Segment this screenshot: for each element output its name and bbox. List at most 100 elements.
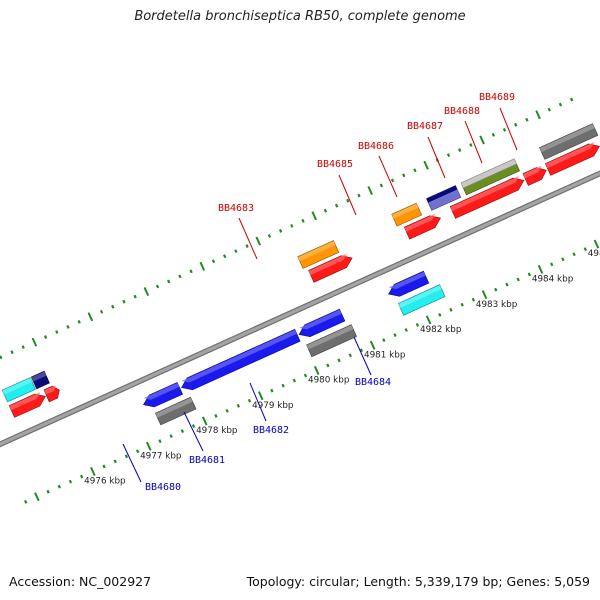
gene-feature	[1, 377, 36, 403]
tick-major	[90, 466, 96, 477]
tick-major	[255, 236, 262, 246]
tick-minor	[326, 363, 330, 368]
tick-major	[593, 239, 600, 249]
tick-major	[479, 135, 485, 145]
text-labels: 4976 kbp 4977 kbp 4978 kbp 4979 kbp 4980 kbp…	[84, 92, 600, 493]
tick-minor	[547, 107, 551, 112]
label-leader-line	[249, 382, 267, 422]
tick-minor	[502, 127, 507, 132]
gene-feature	[298, 308, 346, 338]
tick-minor	[561, 257, 565, 262]
scale-label: 4983 kbp	[476, 300, 518, 310]
tick-minor	[24, 499, 28, 504]
tick-minor	[393, 333, 397, 337]
tick-minor	[525, 117, 529, 122]
tick-minor	[569, 97, 574, 102]
tick-minor	[270, 388, 274, 393]
tick-major	[201, 416, 208, 426]
label-leader-line	[464, 120, 483, 164]
tick-minor	[303, 373, 308, 378]
gene-feature	[449, 176, 525, 219]
tick-major	[143, 287, 150, 297]
map-title: Bordetella bronchiseptica RB50, complete…	[134, 9, 466, 24]
tick-minor	[382, 338, 386, 343]
tick-minor	[446, 153, 451, 158]
tick-minor	[413, 168, 417, 173]
tick-marks	[0, 97, 600, 504]
gene-feature	[155, 396, 197, 426]
tick-major	[31, 337, 38, 347]
scale-label: 4982 kbp	[420, 325, 462, 335]
tick-minor	[323, 208, 328, 213]
tick-minor	[214, 414, 218, 418]
scale-label: 4977 kbp	[140, 451, 182, 461]
gene-feature	[143, 382, 183, 408]
tick-minor	[167, 279, 171, 284]
label-leader-line	[338, 174, 357, 216]
gene-label-bb4687: BB4687	[407, 121, 443, 132]
label-leader-line	[183, 411, 204, 452]
tick-minor	[66, 325, 70, 329]
tick-minor	[122, 299, 126, 304]
gene-feature	[181, 328, 301, 391]
gene-features	[1, 123, 600, 426]
gene-label-bb4686: BB4686	[358, 141, 394, 152]
tick-minor	[290, 223, 294, 228]
tick-minor	[337, 358, 341, 363]
gene-label-bb4685: BB4685	[317, 159, 353, 170]
tick-minor	[505, 282, 509, 287]
tick-major	[199, 261, 206, 271]
scale-label: 4979 kbp	[252, 401, 294, 411]
gene-feature	[539, 123, 599, 160]
tick-minor	[550, 262, 554, 267]
tick-minor	[516, 277, 520, 282]
tick-major	[423, 160, 429, 170]
tick-minor	[514, 122, 518, 127]
tick-minor	[301, 218, 305, 223]
tick-minor	[189, 269, 193, 274]
tick-minor	[558, 102, 563, 107]
gene-label-bb4689: BB4689	[479, 92, 515, 103]
tick-minor	[43, 335, 48, 339]
gene-label-bb4681: BB4681	[189, 455, 225, 466]
tick-minor	[223, 254, 227, 259]
tick-minor	[390, 178, 395, 183]
tick-minor	[415, 323, 420, 327]
tick-major	[369, 340, 376, 350]
tick-minor	[68, 479, 73, 484]
tick-minor	[225, 408, 229, 413]
tick-minor	[21, 345, 25, 350]
scale-label: 4976 kbp	[84, 477, 126, 487]
label-leader-line	[427, 136, 446, 179]
tick-minor	[527, 272, 531, 277]
scale-label: 4985 kbp	[588, 249, 600, 259]
tick-major	[537, 264, 544, 274]
backbone-line	[0, 171, 600, 447]
tick-minor	[404, 328, 408, 332]
tick-minor	[77, 319, 81, 324]
tick-minor	[458, 148, 462, 152]
label-leader-line	[378, 155, 398, 198]
tick-minor	[124, 454, 129, 459]
tick-minor	[79, 474, 84, 479]
tick-minor	[55, 330, 59, 334]
tick-major	[367, 185, 373, 196]
tick-minor	[572, 252, 576, 257]
gene-feature	[388, 270, 430, 297]
label-leader-line	[122, 443, 142, 483]
tick-minor	[379, 183, 384, 188]
tick-minor	[155, 284, 160, 289]
tick-minor	[211, 259, 216, 264]
gene-label-bb4688: BB4688	[444, 106, 480, 117]
tick-minor	[236, 403, 240, 408]
label-leader-line	[353, 336, 372, 376]
tick-minor	[10, 350, 14, 355]
tick-major	[481, 290, 488, 300]
gene-feature	[43, 385, 60, 403]
tick-minor	[491, 133, 495, 137]
label-leader-line	[238, 217, 258, 260]
tick-minor	[278, 229, 283, 233]
gene-feature	[544, 141, 600, 176]
tick-minor	[111, 304, 115, 309]
